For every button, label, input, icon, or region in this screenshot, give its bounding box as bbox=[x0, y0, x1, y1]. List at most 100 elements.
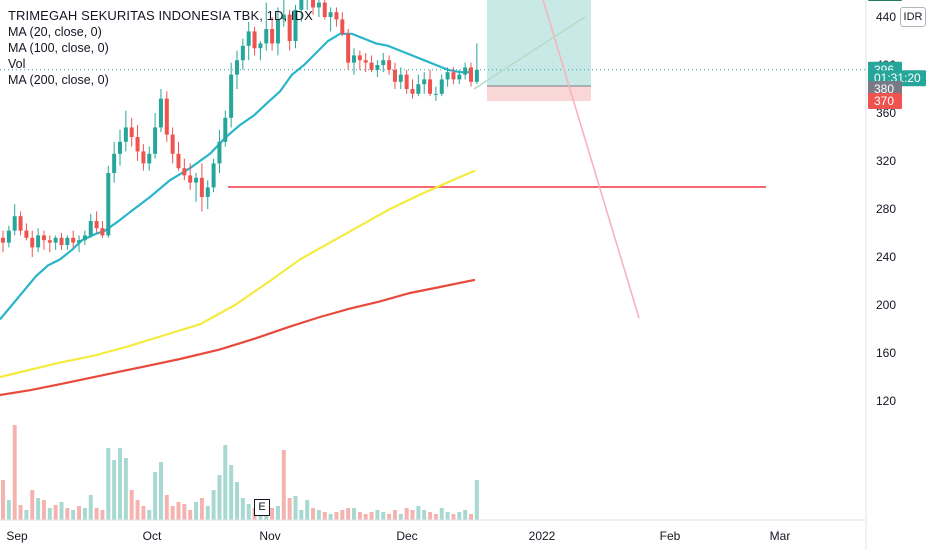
x-tick-label: Nov bbox=[259, 529, 280, 543]
candle-body bbox=[346, 33, 351, 63]
volume-bar bbox=[287, 498, 292, 520]
candle-body bbox=[100, 228, 105, 236]
volume-bar bbox=[474, 480, 479, 520]
candle-body bbox=[12, 216, 17, 231]
candle-body bbox=[328, 12, 333, 17]
candle-body bbox=[30, 237, 35, 248]
candle-body bbox=[422, 79, 427, 85]
price-label-box bbox=[868, 0, 902, 1]
candle-body bbox=[229, 74, 234, 118]
volume-bar bbox=[199, 498, 204, 520]
earnings-marker[interactable]: E bbox=[254, 499, 270, 516]
candle-body bbox=[387, 60, 392, 70]
volume-bar bbox=[12, 425, 17, 520]
candle-body bbox=[433, 93, 438, 95]
candle-body bbox=[164, 98, 169, 135]
candle-body bbox=[176, 153, 181, 169]
candle-body bbox=[88, 221, 93, 236]
y-tick-label: 160 bbox=[876, 346, 896, 360]
volume-bar bbox=[322, 512, 327, 520]
volume-bars bbox=[1, 425, 479, 520]
volume-bar bbox=[334, 512, 339, 520]
candle-body bbox=[375, 65, 380, 70]
candle-body bbox=[158, 98, 163, 128]
candle-body bbox=[416, 84, 421, 94]
volume-bar bbox=[451, 514, 456, 520]
candle-body bbox=[439, 79, 444, 94]
candle-body bbox=[106, 173, 111, 236]
volume-bar bbox=[158, 462, 163, 520]
volume-bar bbox=[281, 450, 286, 520]
volume-bar bbox=[153, 472, 158, 520]
candle-body bbox=[352, 55, 356, 63]
volume-bar bbox=[275, 506, 280, 520]
y-tick-label: 360 bbox=[876, 106, 896, 120]
volume-bar bbox=[123, 458, 128, 520]
volume-bar bbox=[235, 482, 239, 520]
candle-body bbox=[469, 67, 473, 82]
volume-bar bbox=[422, 510, 427, 520]
volume-bar bbox=[469, 514, 473, 520]
candle-body bbox=[357, 55, 362, 61]
x-tick-label: Feb bbox=[660, 529, 681, 543]
volume-bar bbox=[352, 508, 356, 520]
axes: 120160200240280320360400440480520SepOctN… bbox=[0, 0, 896, 550]
chart-title: TRIMEGAH SEKURITAS INDONESIA TBK, 1D, ID… bbox=[8, 8, 313, 23]
candle-body bbox=[293, 9, 298, 42]
candle-body bbox=[457, 74, 462, 80]
candle-body bbox=[235, 60, 239, 75]
volume-bar bbox=[71, 510, 76, 520]
volume-bar bbox=[65, 508, 70, 520]
volume-bar bbox=[182, 504, 187, 520]
y-tick-label: 320 bbox=[876, 154, 896, 168]
volume-bar bbox=[53, 505, 58, 520]
volume-bar bbox=[363, 514, 368, 520]
candle-body bbox=[36, 235, 41, 248]
candle-body bbox=[182, 168, 187, 176]
candle-body bbox=[59, 237, 64, 245]
horizontal-lines bbox=[0, 69, 866, 188]
currency-badge[interactable]: IDR bbox=[900, 7, 926, 27]
volume-bar bbox=[147, 510, 152, 520]
legend-ma20: MA (20, close, 0) bbox=[8, 25, 102, 39]
candle-body bbox=[194, 177, 199, 183]
candle-body bbox=[188, 175, 193, 183]
volume-bar bbox=[205, 506, 210, 520]
y-tick-label: 240 bbox=[876, 250, 896, 264]
target-zone bbox=[487, 0, 591, 86]
volume-bar bbox=[392, 510, 397, 520]
volume-bar bbox=[194, 502, 199, 520]
volume-bar bbox=[141, 506, 146, 520]
candle-body bbox=[141, 151, 146, 164]
volume-bar bbox=[445, 512, 450, 520]
stop-zone bbox=[487, 86, 591, 101]
y-tick-label: 280 bbox=[876, 202, 896, 216]
candle-body bbox=[369, 62, 374, 70]
legend-ma100: MA (100, close, 0) bbox=[8, 41, 109, 55]
candle-body bbox=[246, 31, 251, 46]
volume-bar bbox=[6, 500, 11, 520]
candle-body bbox=[199, 177, 204, 197]
candle-body bbox=[24, 230, 29, 238]
candle-body bbox=[264, 29, 269, 44]
x-tick-label: 2022 bbox=[529, 529, 556, 543]
volume-bar bbox=[346, 508, 351, 520]
candle-body bbox=[211, 163, 216, 188]
ma-line bbox=[0, 278, 476, 397]
candle-body bbox=[71, 237, 76, 243]
volume-bar bbox=[118, 448, 122, 520]
volume-bar bbox=[311, 508, 316, 520]
volume-bar bbox=[77, 506, 82, 520]
legend-ma200: MA (200, close, 0) bbox=[8, 73, 109, 87]
candle-body bbox=[428, 79, 433, 94]
chart-legend: TRIMEGAH SEKURITAS INDONESIA TBK, 1D, ID… bbox=[8, 8, 313, 88]
candle-body bbox=[398, 74, 403, 82]
volume-bar bbox=[82, 508, 87, 520]
volume-bar bbox=[217, 475, 222, 520]
x-tick-label: Oct bbox=[143, 529, 162, 543]
candle-body bbox=[381, 60, 386, 65]
candle-body bbox=[205, 187, 210, 197]
candle-body bbox=[77, 240, 82, 243]
volume-bar bbox=[88, 495, 93, 520]
